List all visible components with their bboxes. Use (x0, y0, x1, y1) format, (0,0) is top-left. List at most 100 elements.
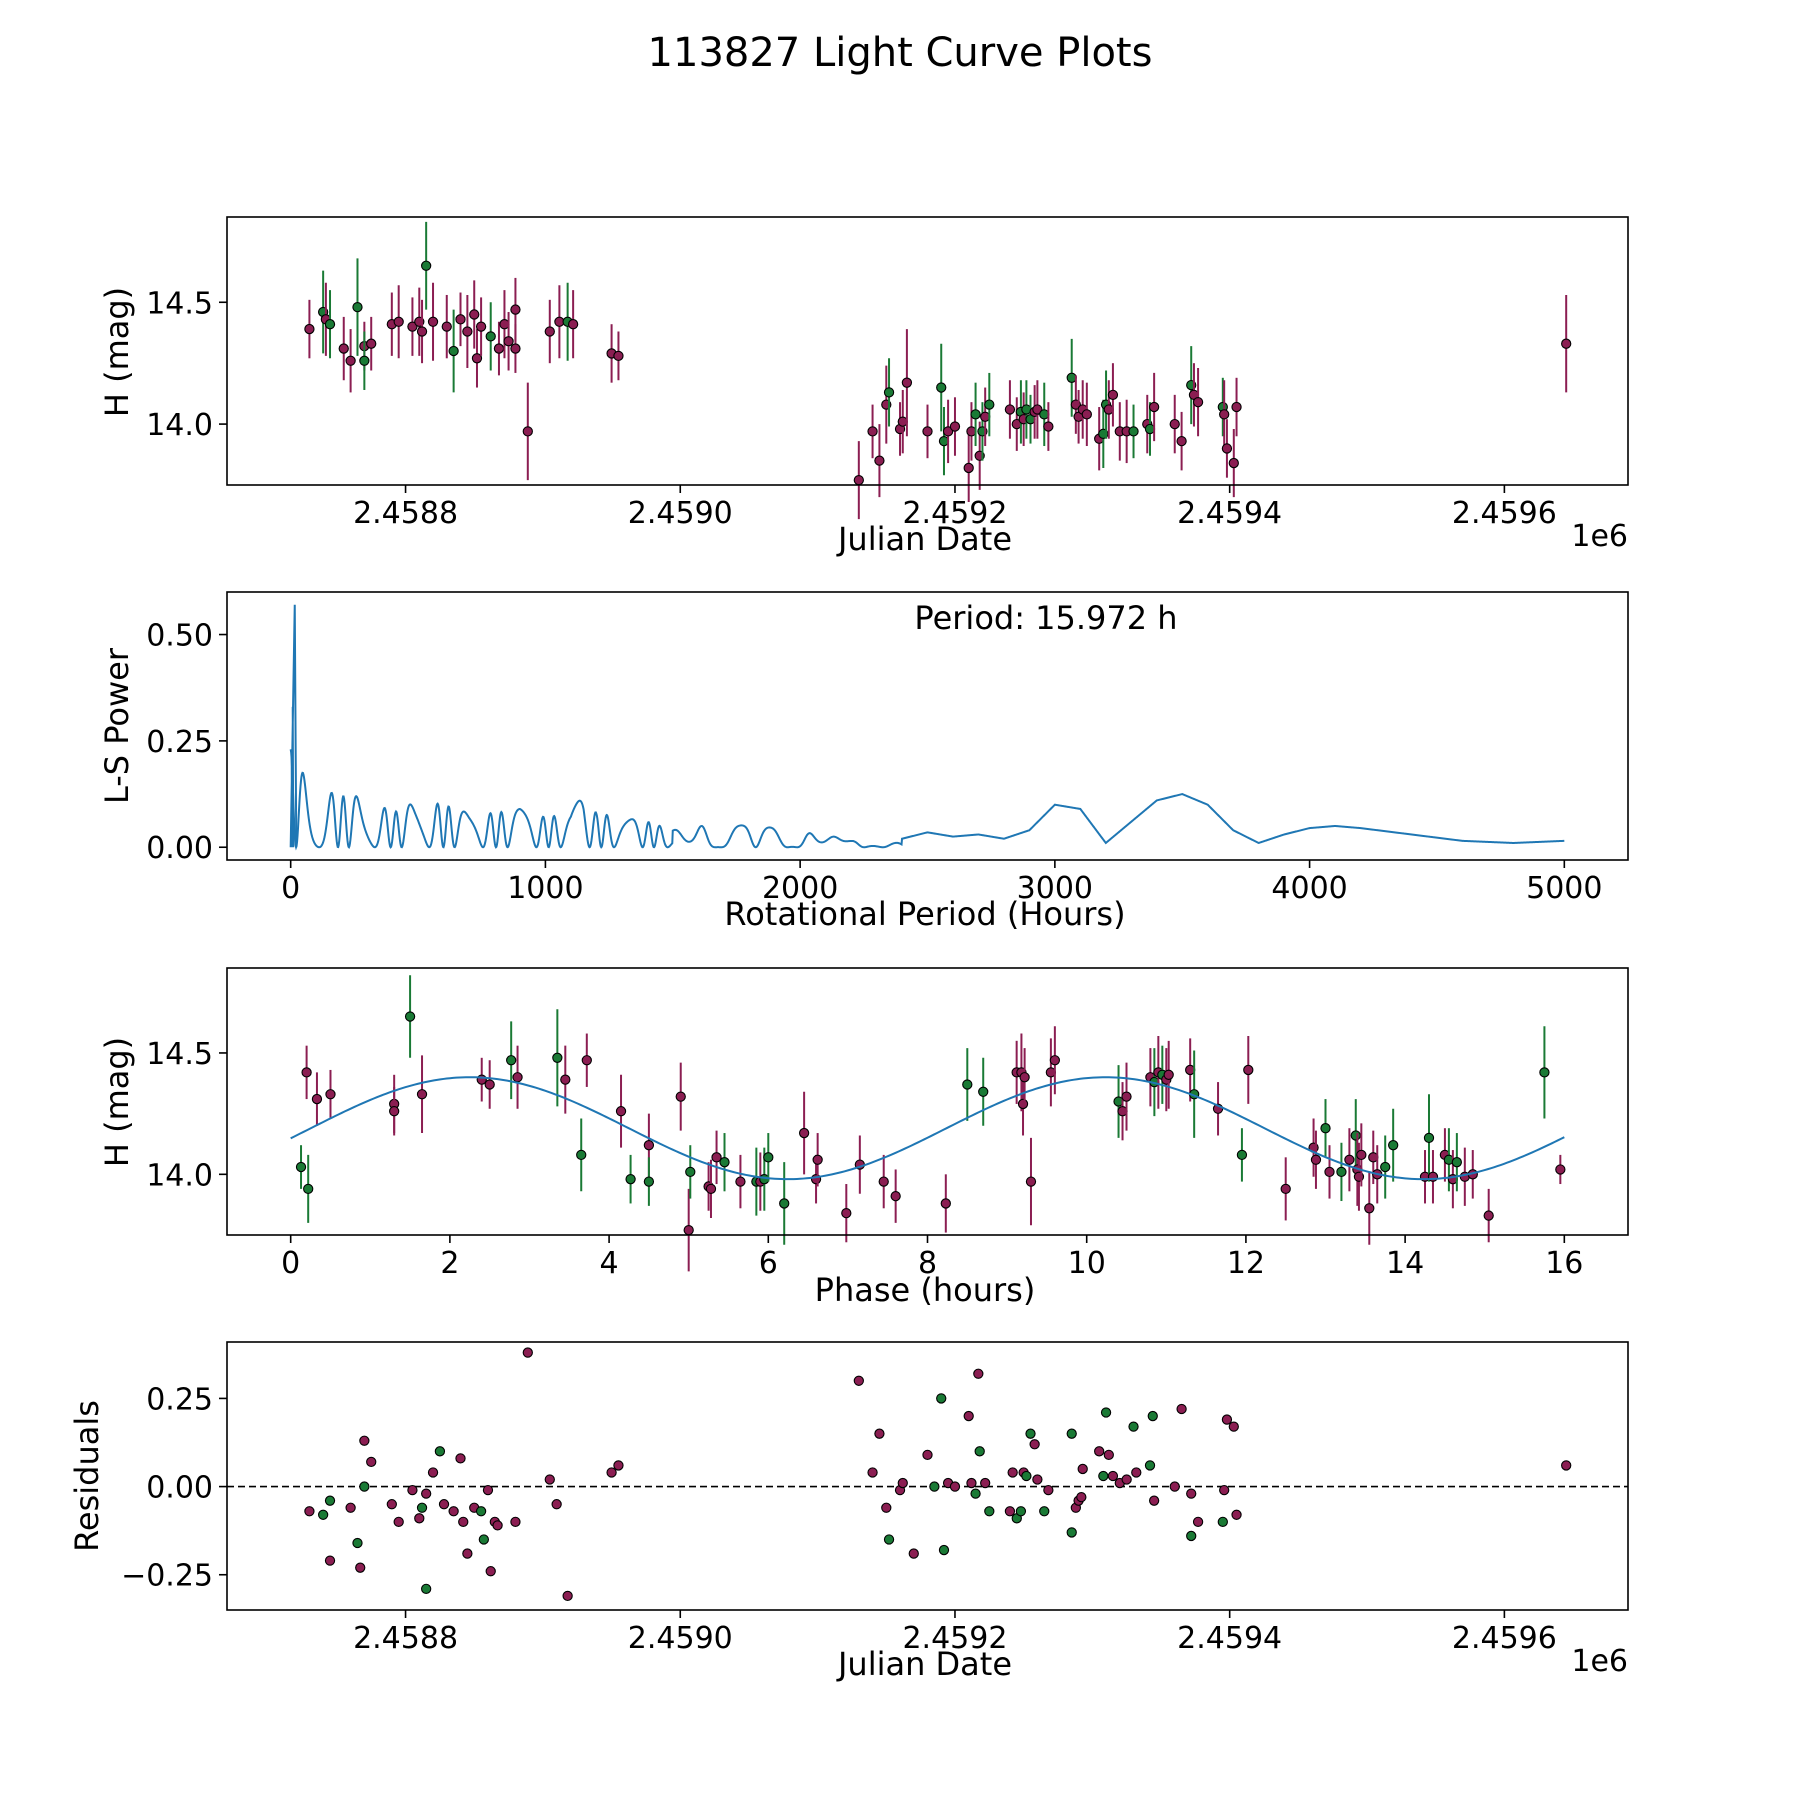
residuals-data-point (1128, 1421, 1139, 1432)
light-curve-data-point (544, 326, 555, 337)
light-curve-data-point (304, 323, 315, 335)
light-curve-data-point (883, 387, 895, 398)
residuals-data-point (963, 1410, 974, 1422)
light-curve-data-point (462, 326, 473, 337)
phase-data-point (560, 1074, 571, 1085)
light-curve-data-point (421, 260, 432, 271)
phase-data-point (625, 1174, 636, 1185)
light-curve-data-point (1128, 426, 1139, 437)
light-curve-xtick-label: 2.4590 (628, 496, 733, 531)
light-curve-data-point (874, 455, 885, 466)
light-curve-xtick-label: 2.4588 (353, 496, 458, 531)
light-curve-data-point (1169, 418, 1180, 430)
light-curve-data-point (1231, 401, 1242, 413)
residuals-data-point (1176, 1403, 1187, 1415)
periodogram-ytick-label: 0.25 (146, 725, 213, 760)
phase-ylabel: H (mag) (98, 1037, 136, 1167)
light-curve-ytick-label: 14.0 (146, 408, 213, 443)
phase-data-point (1555, 1164, 1566, 1175)
residuals-data-point (317, 1509, 329, 1520)
residuals-axes-frame (226, 1341, 1629, 1611)
periodogram-ytick-label: 0.50 (146, 619, 213, 654)
residuals-data-point (974, 1446, 985, 1457)
light-curve-data-point (485, 331, 496, 342)
phase-data-point (1019, 1072, 1030, 1083)
light-curve-data-point (352, 301, 363, 313)
light-curve-data-point (867, 426, 878, 437)
phase-data-point (719, 1157, 730, 1168)
phase-data-point (506, 1055, 517, 1066)
light-curve-xtick-label: 2.4594 (1177, 496, 1282, 531)
residuals-data-point (1148, 1495, 1160, 1506)
phase-axes-frame (226, 967, 1629, 1236)
light-curve-data-point (949, 421, 961, 432)
phase-data-point (1163, 1069, 1174, 1080)
residuals-data-point (1007, 1467, 1018, 1478)
light-curve-data-point (1032, 404, 1043, 415)
residuals-data-point (1221, 1414, 1233, 1425)
residuals-data-point (1032, 1474, 1043, 1485)
residuals-data-point (359, 1435, 370, 1446)
residuals-data-point (1107, 1470, 1119, 1482)
residuals-offset-label: 1e6 (1571, 1644, 1628, 1679)
light-curve-data-point (567, 319, 579, 330)
periodogram-xlabel: Rotational Period (Hours) (724, 895, 1125, 933)
phase-data-point (711, 1152, 722, 1163)
residuals-xtick-label: 2.4596 (1452, 1621, 1557, 1656)
residuals-data-point (949, 1481, 961, 1492)
phase-xtick-label: 14 (1386, 1246, 1424, 1281)
residuals-data-point (1103, 1449, 1114, 1460)
light-curve-data-point (441, 321, 452, 332)
phase-data-point (890, 1191, 901, 1202)
residuals-data-point (407, 1484, 418, 1496)
residuals-data-point (475, 1506, 487, 1517)
residuals-data-point (510, 1516, 521, 1527)
phase-data-point (581, 1055, 592, 1066)
light-curve-data-point (510, 343, 521, 354)
phase-data-point (295, 1161, 307, 1173)
residuals-data-point (1098, 1470, 1109, 1482)
phase-ytick-label: 14.5 (146, 1037, 213, 1072)
residuals-data-point (416, 1502, 428, 1513)
residuals-data-point (908, 1548, 919, 1559)
phase-folded-panel: Phase (hours) H (mag) 0 2 4 6 8 10 12 14 16 14.0 1… (98, 967, 1629, 1309)
residuals-data-point (874, 1428, 885, 1439)
residuals-data-point (562, 1590, 573, 1602)
residuals-xtick-label: 2.4592 (902, 1621, 1007, 1656)
residuals-data-point (427, 1467, 439, 1478)
residuals-data-point (1561, 1460, 1572, 1471)
residuals-data-point (478, 1534, 489, 1545)
phase-data-point (1423, 1132, 1435, 1144)
residuals-data-point (1169, 1481, 1180, 1492)
phase-data-point (1049, 1055, 1061, 1066)
residuals-data-point (421, 1488, 432, 1499)
period-annotation: Period: 15.972 h (914, 599, 1177, 637)
phase-data-point (685, 1166, 696, 1178)
light-curve-data-point (455, 314, 466, 325)
light-curve-data-point (1192, 397, 1204, 408)
phase-xtick-label: 6 (759, 1246, 778, 1281)
light-curve-data-point (853, 474, 864, 486)
residuals-data-point (1219, 1484, 1230, 1496)
light-curve-data-point (922, 426, 933, 437)
residuals-data-point (897, 1477, 908, 1489)
residuals-data-point (1192, 1516, 1204, 1527)
light-curve-axes-frame (226, 216, 1629, 486)
phase-data-point (1344, 1154, 1355, 1165)
residuals-ylabel: Residuals (68, 1400, 106, 1552)
residuals-xlabel: Julian Date (836, 1645, 1012, 1683)
phase-data-point (1243, 1064, 1254, 1076)
residuals-data-point (1066, 1527, 1077, 1538)
phase-data-point (683, 1224, 694, 1236)
light-curve-data-point (522, 426, 533, 437)
phase-data-point (1356, 1149, 1367, 1161)
residuals-data-point (1186, 1488, 1197, 1499)
phase-data-point (552, 1052, 563, 1063)
residuals-data-point (1025, 1428, 1036, 1439)
light-curve-data-point (469, 309, 480, 320)
residuals-data-point (973, 1368, 984, 1379)
light-curve-xtick-label: 2.4596 (1452, 496, 1557, 531)
residuals-data-point (462, 1548, 473, 1559)
residuals-panel: Julian Date Residuals 1e6 2.4588 2.4590 2.… (68, 1341, 1629, 1683)
phase-data-point (1324, 1166, 1335, 1178)
